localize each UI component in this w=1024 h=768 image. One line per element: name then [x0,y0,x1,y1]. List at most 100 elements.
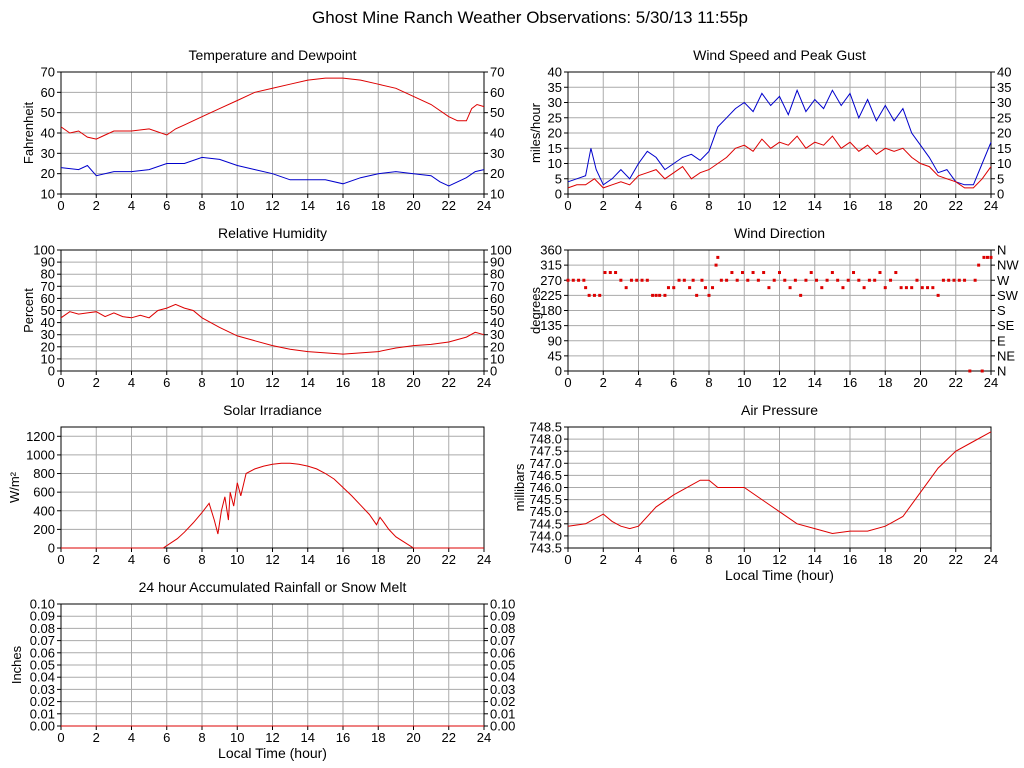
y-tick-label: 748.5 [529,420,562,435]
x-tick-label: 10 [737,375,751,390]
data-point [830,271,834,275]
y-tick-label: 45 [548,348,562,363]
data-point [836,278,840,282]
x-tick-label: 24 [984,198,998,213]
x-tick-label: 4 [128,552,135,567]
data-point [711,286,715,290]
x-tick-label: 22 [442,730,456,745]
y-tick-label-right: 30 [490,327,504,342]
data-point [640,278,644,282]
y-tick-label: 0.05 [30,658,55,673]
chart-title: Wind Speed and Peak Gust [693,47,866,63]
y-tick-label-right: 0.06 [490,645,515,660]
y-tick-label: 0.10 [30,597,55,612]
x-tick-label: 2 [93,198,100,213]
x-tick-label: 14 [301,375,315,390]
y-tick-label: 800 [33,466,55,481]
data-point [904,286,908,290]
y-tick-label: 60 [41,291,55,306]
data-point [867,278,871,282]
y-tick-label-right: N [997,364,1006,379]
chart-rain: 24 hour Accumulated Rainfall or Snow Mel… [9,579,515,761]
x-tick-label: 22 [442,198,456,213]
y-tick-label-right: 20 [997,126,1011,141]
x-tick-label: 6 [670,552,677,567]
data-point [878,271,882,275]
x-tick-label: 22 [949,198,963,213]
y-tick-label-right: 0.08 [490,621,515,636]
data-point [740,271,744,275]
y-tick-label: 0.04 [30,670,55,685]
y-tick-label: 0 [48,364,55,379]
data-point [635,278,639,282]
data-point [820,286,824,290]
x-tick-label: 24 [477,198,491,213]
data-point [947,278,951,282]
data-point [624,286,628,290]
y-tick-label: 1200 [26,429,55,444]
x-tick-label: 20 [913,375,927,390]
y-tick-label-right: 0 [997,187,1004,202]
data-point [957,278,961,282]
data-point [691,278,695,282]
y-tick-label-right: 0.10 [490,597,515,612]
y-tick-label: 60 [41,85,55,100]
x-tick-label: 14 [808,198,822,213]
x-tick-label: 18 [371,552,385,567]
x-tick-label: 16 [336,552,350,567]
y-tick-label: 0 [48,541,55,556]
y-tick-label-right: 35 [997,80,1011,95]
y-tick-label: 0.03 [30,682,55,697]
data-point [963,278,967,282]
x-tick-label: 12 [772,198,786,213]
y-tick-label: 748.0 [529,432,562,447]
y-tick-label: 90 [548,333,562,348]
y-tick-label-right: 50 [490,105,504,120]
y-tick-label: 744.0 [529,528,562,543]
x-tick-label: 2 [93,375,100,390]
y-tick-label: 745.5 [529,492,562,507]
y-tick-label-right: 0.00 [490,719,515,734]
y-tick-label-right: 70 [490,279,504,294]
y-tick-label-right: N [997,243,1006,258]
x-tick-label: 10 [230,198,244,213]
data-point [651,293,655,297]
y-tick-label: 100 [33,243,55,258]
x-tick-label: 6 [163,730,170,745]
x-tick-label: 0 [57,730,64,745]
data-point [695,293,699,297]
x-axis-label: Local Time (hour) [725,567,834,583]
x-tick-label: 8 [198,730,205,745]
y-tick-label-right: 25 [997,110,1011,125]
y-tick-label: 360 [540,243,562,258]
x-tick-label: 20 [913,552,927,567]
y-tick-label: 20 [41,166,55,181]
y-tick-label: 746.5 [529,468,562,483]
y-tick-label: 10 [41,351,55,366]
x-tick-label: 10 [230,552,244,567]
x-tick-label: 24 [984,375,998,390]
data-point [700,278,704,282]
y-tick-label-right: 0.03 [490,682,515,697]
data-point [654,293,658,297]
x-tick-label: 6 [163,198,170,213]
x-tick-label: 16 [843,375,857,390]
y-tick-label: 745.0 [529,504,562,519]
data-point [952,278,956,282]
data-point [707,293,711,297]
y-tick-label: 0.06 [30,645,55,660]
data-point [973,278,977,282]
y-tick-label-right: 30 [490,146,504,161]
data-point [663,293,667,297]
data-point [889,278,893,282]
data-point [915,278,919,282]
x-tick-label: 4 [128,198,135,213]
x-tick-label: 18 [371,730,385,745]
y-tick-label: 270 [540,273,562,288]
x-tick-label: 22 [949,375,963,390]
x-tick-label: 24 [984,552,998,567]
y-tick-label-right: SW [997,288,1019,303]
data-point [666,286,670,290]
y-tick-label-right: E [997,333,1006,348]
